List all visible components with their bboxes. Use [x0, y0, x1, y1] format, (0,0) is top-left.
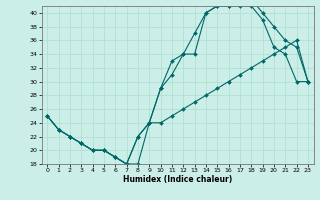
X-axis label: Humidex (Indice chaleur): Humidex (Indice chaleur) — [123, 175, 232, 184]
